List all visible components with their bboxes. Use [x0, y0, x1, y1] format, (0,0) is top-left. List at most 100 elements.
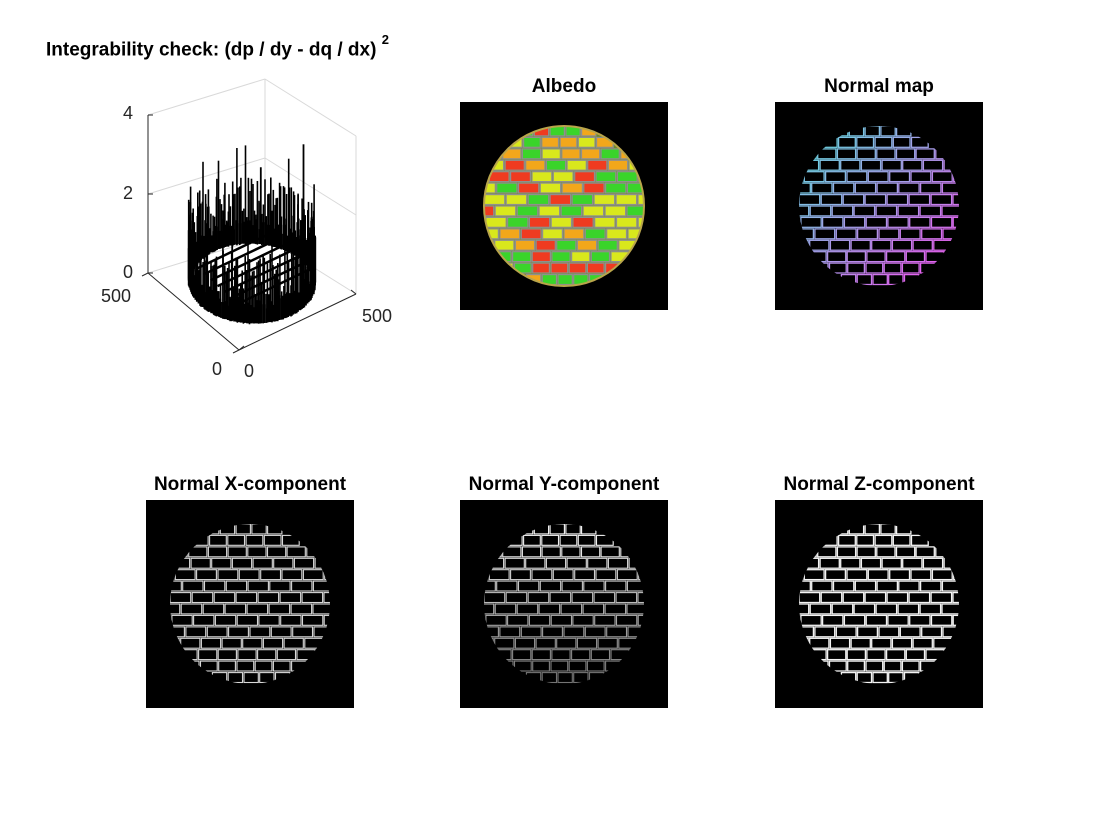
brick: [199, 660, 218, 672]
brick: [931, 569, 953, 581]
brick: [550, 262, 569, 274]
brick: [180, 603, 203, 615]
brick: [513, 660, 532, 672]
brick: [872, 273, 888, 286]
brick: [574, 569, 596, 581]
brick: [615, 194, 638, 206]
brick: [850, 239, 871, 251]
left-axis-tick-500: 500: [101, 286, 132, 306]
brick: [535, 239, 556, 251]
brick: [236, 614, 259, 626]
brick: [494, 239, 515, 251]
brick: [910, 171, 932, 183]
brick: [860, 557, 882, 569]
brick: [626, 603, 644, 615]
brick: [549, 592, 572, 604]
brick: [301, 592, 324, 604]
brick: [856, 228, 879, 240]
brick: [930, 216, 953, 228]
brick: [545, 557, 567, 569]
brick: [856, 671, 873, 684]
brick: [551, 649, 571, 661]
brick: [814, 626, 836, 638]
brick: [832, 182, 855, 194]
brick: [302, 569, 324, 581]
brick: [563, 626, 585, 638]
brick: [561, 182, 583, 194]
brick: [895, 546, 916, 558]
brick: [846, 649, 867, 661]
brick: [905, 649, 926, 661]
brick: [587, 159, 608, 171]
brick: [836, 546, 857, 558]
brick: [522, 136, 541, 148]
brick: [853, 603, 876, 615]
brick: [281, 569, 303, 581]
brick: [231, 557, 253, 569]
brick: [832, 580, 855, 592]
brick: [912, 637, 933, 649]
brick: [312, 580, 330, 592]
brick: [535, 637, 556, 649]
brick: [561, 580, 583, 592]
brick: [576, 239, 598, 251]
brick: [559, 534, 578, 546]
brick: [323, 614, 330, 626]
brick: [251, 524, 267, 535]
brick: [527, 194, 550, 206]
brick: [821, 216, 844, 228]
normal-y-title: Normal Y-component: [468, 474, 660, 495]
brick: [196, 569, 217, 581]
brick: [856, 626, 879, 638]
brick: [840, 159, 861, 171]
brick: [828, 262, 847, 274]
brick: [531, 569, 553, 581]
brick: [214, 614, 237, 626]
brick: [235, 592, 258, 604]
brick: [561, 148, 581, 160]
brick: [891, 239, 913, 251]
brick: [565, 126, 581, 137]
brick: [590, 649, 611, 661]
brick: [872, 671, 888, 684]
brick: [587, 557, 608, 569]
brick: [568, 660, 587, 672]
brick: [850, 637, 871, 649]
brick: [211, 557, 232, 569]
brick: [541, 672, 558, 684]
brick: [590, 251, 611, 263]
brick: [292, 626, 314, 638]
brick: [510, 171, 532, 183]
brick: [615, 592, 638, 604]
brick: [800, 216, 822, 228]
brick: [941, 580, 959, 592]
brick: [528, 216, 551, 228]
brick: [865, 614, 888, 626]
brick: [263, 534, 282, 546]
brick: [550, 614, 573, 626]
brick: [527, 592, 550, 604]
brick: [875, 603, 898, 615]
brick: [200, 637, 222, 649]
brick: [512, 649, 532, 661]
brick: [901, 262, 920, 274]
brick: [504, 159, 525, 171]
brick: [809, 239, 830, 251]
brick: [516, 205, 539, 217]
brick: [820, 193, 843, 206]
brick: [600, 546, 620, 558]
brick: [883, 660, 902, 672]
brick: [485, 614, 507, 626]
brick: [897, 603, 920, 615]
brick: [898, 182, 920, 194]
brick: [291, 580, 313, 592]
brick: [843, 614, 866, 626]
brick: [931, 171, 953, 183]
brick: [874, 534, 893, 546]
brick: [886, 591, 909, 604]
surface-stripe: [203, 238, 277, 276]
brick: [227, 534, 246, 546]
brick: [922, 159, 944, 171]
brick: [930, 614, 953, 626]
z-tick-4: 4: [123, 103, 134, 123]
